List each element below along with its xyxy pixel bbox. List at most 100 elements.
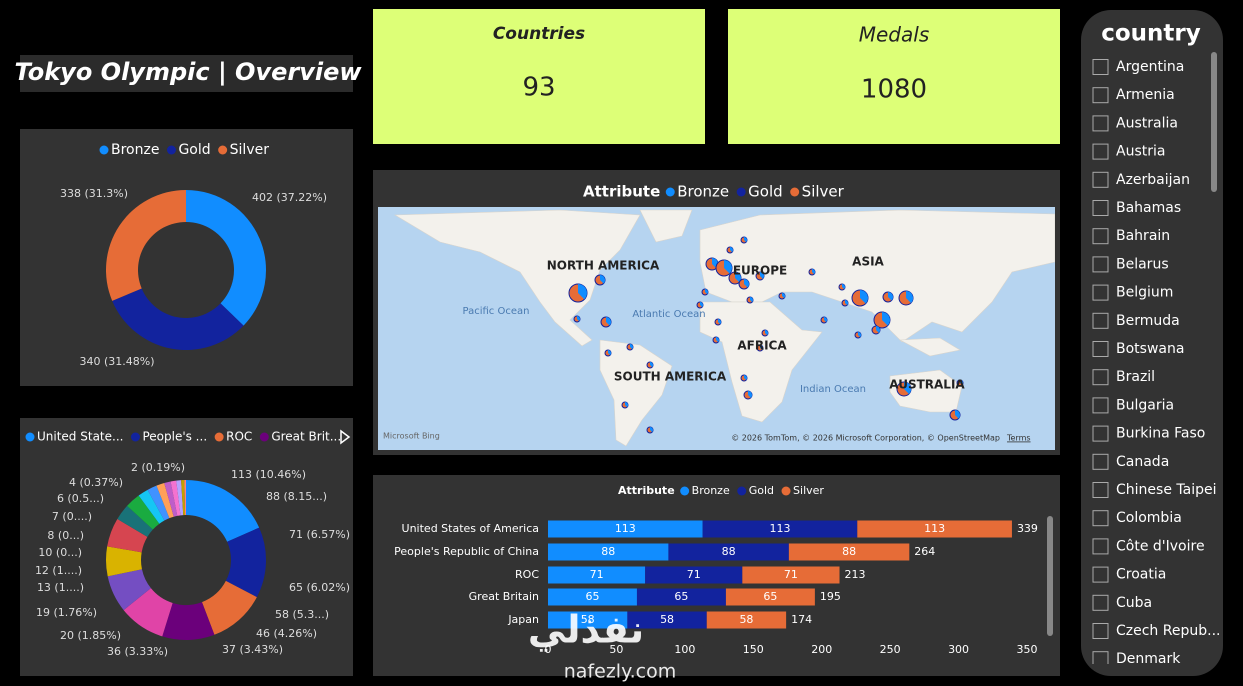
scrollbar[interactable]	[1047, 516, 1053, 636]
x-tick-label: 350	[1017, 643, 1038, 656]
slicer-item[interactable]: Colombia	[1116, 510, 1182, 526]
legend-title: Attribute	[583, 183, 660, 201]
bar	[702, 520, 858, 538]
map-bubble-part	[577, 316, 580, 322]
checkbox[interactable]	[1092, 115, 1109, 132]
legend-label: Silver	[802, 183, 845, 201]
data-label: 65	[763, 590, 777, 603]
map-bubble-part	[744, 374, 748, 381]
map-bubble-part	[744, 236, 748, 243]
scrollbar[interactable]	[1211, 52, 1217, 192]
map-label: SOUTH AMERICA	[614, 370, 727, 384]
slicer-item[interactable]: Canada	[1116, 454, 1169, 470]
data-label: 46 (4.26%)	[256, 627, 317, 640]
slicer-list: Argentina Armenia Australia Austria Azerbaij…	[1092, 59, 1220, 667]
data-label: 6 (0.5...)	[57, 492, 104, 505]
checkbox[interactable]	[1092, 453, 1109, 470]
checkbox[interactable]	[1092, 228, 1109, 245]
checkbox[interactable]	[1092, 651, 1109, 667]
map-bubble-part	[650, 362, 653, 368]
slicer-item[interactable]: Chinese Taipei	[1116, 482, 1216, 498]
map-bubble-part	[765, 330, 769, 336]
slicer-item[interactable]: Burkina Faso	[1116, 426, 1205, 442]
land	[393, 209, 641, 347]
x-tick-label: 200	[811, 643, 832, 656]
checkbox[interactable]	[1092, 369, 1109, 386]
checkbox[interactable]	[1092, 538, 1109, 555]
pie-slice	[138, 489, 165, 524]
checkbox[interactable]	[1092, 623, 1109, 639]
checkbox[interactable]	[1092, 59, 1109, 75]
land	[639, 209, 693, 243]
legend-dot	[214, 432, 224, 442]
y-tick-label: ROC	[515, 568, 539, 581]
slicer-item[interactable]: Bermuda	[1116, 313, 1180, 329]
x-tick-label: 0	[545, 643, 552, 656]
slicer-item[interactable]: Bahamas	[1116, 200, 1181, 216]
checkbox[interactable]	[1092, 397, 1109, 414]
slicer-item[interactable]: Belarus	[1116, 256, 1169, 272]
checkbox[interactable]	[1092, 171, 1109, 188]
checkbox[interactable]	[1092, 425, 1109, 442]
slicer-item[interactable]: Argentina	[1116, 59, 1184, 75]
data-label: 65	[674, 590, 688, 603]
slicer-item[interactable]: Azerbaijan	[1116, 172, 1190, 188]
watermark-site: nafezly.com	[564, 661, 676, 683]
map-bubble-part	[606, 317, 612, 326]
bar	[645, 566, 743, 584]
map-terms[interactable]: Terms	[1006, 434, 1031, 443]
checkbox[interactable]	[1092, 482, 1109, 498]
legend-next[interactable]	[340, 429, 351, 445]
bar	[706, 611, 787, 629]
map-label: AFRICA	[737, 339, 787, 353]
map-bubble-part	[955, 410, 960, 419]
pie-slice	[112, 288, 244, 350]
x-tick-label: 300	[948, 643, 969, 656]
checkbox[interactable]	[1092, 594, 1109, 611]
bar	[857, 520, 1012, 538]
map-bubble-part	[760, 345, 763, 351]
slicer-item[interactable]: Czech Repub...	[1116, 623, 1220, 639]
slicer-item[interactable]: Belgium	[1116, 285, 1173, 301]
slicer-item[interactable]: Bahrain	[1116, 228, 1170, 244]
checkbox[interactable]	[1092, 341, 1109, 357]
map-bubble-part	[578, 284, 587, 300]
data-label: 58	[660, 613, 674, 626]
map-bubble-part	[842, 284, 845, 290]
bar	[548, 566, 646, 584]
legend-dot	[99, 145, 109, 155]
slicer-item[interactable]: Cuba	[1116, 595, 1152, 611]
bar	[627, 611, 707, 629]
slicer-title: country	[1101, 21, 1201, 47]
checkbox[interactable]	[1092, 566, 1109, 583]
slicer-item[interactable]: Croatia	[1116, 567, 1166, 583]
slicer-item[interactable]: Australia	[1116, 115, 1178, 131]
slicer-item[interactable]: Côte d'Ivoire	[1116, 538, 1205, 554]
data-label: 88	[722, 545, 736, 558]
checkbox[interactable]	[1092, 200, 1109, 216]
slicer-item[interactable]: Brazil	[1116, 369, 1155, 385]
checkbox[interactable]	[1092, 87, 1109, 104]
legend-dot	[737, 486, 747, 496]
slicer-item[interactable]: Armenia	[1116, 87, 1175, 103]
map-bubble-part	[716, 337, 720, 343]
legend-label: Bronze	[677, 183, 729, 201]
legend-dot	[25, 432, 35, 442]
slicer-item[interactable]: Austria	[1116, 144, 1165, 160]
pie-slice	[127, 495, 160, 530]
y-tick-label: Japan	[507, 613, 539, 626]
map-bubble-part	[760, 272, 764, 279]
checkbox[interactable]	[1092, 312, 1109, 329]
slicer-item[interactable]: Denmark	[1116, 651, 1181, 667]
map-bubble-part	[630, 344, 633, 350]
legend-dot	[259, 432, 269, 442]
checkbox[interactable]	[1092, 143, 1109, 160]
bar	[548, 543, 669, 561]
map[interactable]	[378, 207, 1055, 450]
slicer-item[interactable]: Bulgaria	[1116, 397, 1174, 413]
map-label: Pacific Ocean	[463, 306, 530, 317]
checkbox[interactable]	[1092, 510, 1109, 527]
slicer-item[interactable]: Botswana	[1116, 341, 1184, 357]
checkbox[interactable]	[1092, 256, 1109, 273]
checkbox[interactable]	[1092, 284, 1109, 301]
